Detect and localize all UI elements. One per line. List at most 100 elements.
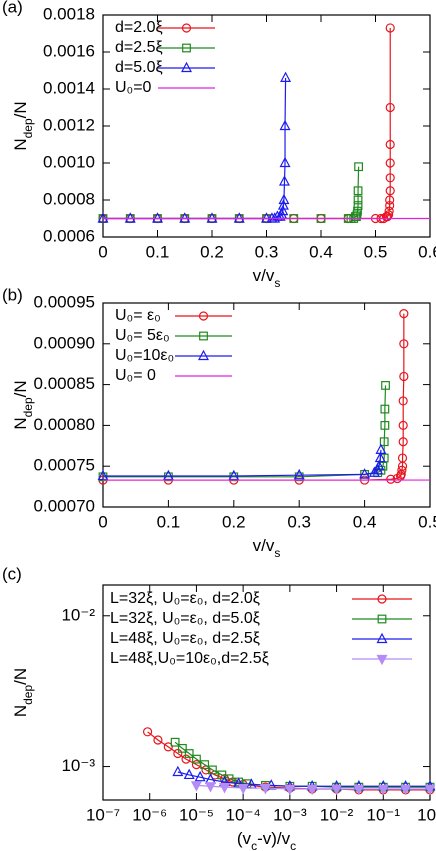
x-axis-label: v/vs (253, 536, 281, 560)
marker (219, 783, 231, 794)
x-tick-label: 0.5 (364, 242, 388, 261)
x-tick-label: 10⁻⁵ (179, 805, 214, 824)
x-axis-label-part: v/v (253, 536, 275, 555)
x-tick-label: 0.3 (287, 512, 311, 531)
marker (206, 212, 218, 223)
x-tick-label: 0.6 (418, 242, 436, 261)
marker (385, 200, 395, 211)
marker (279, 119, 291, 131)
marker (379, 437, 389, 447)
x-tick-label: 10⁻⁷ (86, 805, 120, 824)
y-tick-label: 0.0008 (43, 189, 95, 208)
marker (384, 206, 394, 216)
y-axis-label-part: dep (21, 397, 35, 417)
marker (353, 186, 363, 196)
marker (377, 784, 389, 796)
marker (233, 212, 245, 223)
x-axis-label-part: -v)/v (257, 829, 291, 848)
marker (163, 742, 173, 752)
marker (190, 781, 202, 792)
plot-frame (102, 584, 431, 801)
x-tick-label: 0.3 (255, 242, 279, 261)
legend-marker (181, 61, 192, 73)
legend-label: U₀=10ε₀ (115, 347, 174, 364)
x-tick-label: 0.1 (157, 512, 181, 531)
x-tick-label: 0.5 (418, 512, 436, 531)
marker (170, 737, 180, 747)
marker (368, 466, 380, 477)
y-tick-label: 0.00090 (34, 333, 95, 352)
marker (172, 765, 184, 777)
y-tick-label: 0.0016 (43, 41, 95, 60)
series-line (103, 77, 287, 220)
marker (200, 760, 210, 770)
y-axis-label-part: /N (11, 668, 30, 685)
marker (237, 783, 249, 795)
y-tick-label: 0.00095 (34, 292, 95, 311)
x-axis-label: v/vs (253, 266, 281, 290)
y-axis-label-part: N (11, 417, 30, 429)
y-tick-label: 0.0012 (43, 115, 95, 134)
y-axis-label-part: /N (11, 380, 30, 397)
panel-label: (a) (2, 0, 23, 16)
marker (278, 193, 290, 205)
y-axis-label-part: dep (21, 685, 35, 705)
x-tick-label: 0.2 (200, 242, 224, 261)
marker (162, 469, 174, 481)
marker (181, 754, 191, 764)
marker (183, 768, 195, 780)
y-tick-label: 0.00075 (34, 456, 95, 475)
legend-marker (198, 349, 209, 361)
legend-marker (181, 23, 192, 33)
legend-label: U₀= 0 (115, 367, 156, 384)
marker (381, 381, 390, 390)
x-tick-label: 0.2 (222, 512, 246, 531)
marker (397, 453, 408, 463)
legend-marker (377, 614, 387, 624)
legend-label: d=2.0ξ (115, 19, 163, 36)
x-axis-label-part: s (274, 276, 280, 290)
x-axis-label: (vc-v)/vc (237, 829, 296, 851)
marker (385, 195, 395, 205)
panel-label: (b) (2, 285, 23, 304)
marker (373, 459, 385, 471)
x-axis-label-part: c (251, 839, 257, 851)
legend-label: L=48ξ, U₀=ε₀, d=2.5ξ (110, 630, 260, 647)
marker (194, 770, 206, 782)
marker (204, 782, 216, 793)
marker (399, 339, 409, 349)
marker (386, 474, 396, 484)
marker (97, 212, 109, 223)
y-axis-label: Ndep/N (11, 101, 35, 150)
marker (353, 784, 365, 796)
x-tick-label: 10⁻⁴ (226, 805, 261, 824)
y-axis-label-part: /N (11, 101, 30, 118)
marker (385, 158, 395, 168)
marker (192, 754, 201, 764)
marker (398, 437, 408, 447)
series-line (103, 27, 391, 220)
legend-label: U₀=0 (115, 79, 152, 96)
x-axis-label-part: s (274, 546, 280, 560)
x-tick-label: 0 (98, 242, 107, 261)
marker (228, 469, 240, 481)
marker (354, 162, 364, 172)
x-tick-label: 10⁻² (320, 805, 354, 824)
x-tick-label: 0.4 (309, 242, 333, 261)
marker (259, 783, 271, 795)
y-tick-label: 10⁻² (61, 605, 95, 624)
marker (382, 212, 393, 222)
marker (152, 212, 163, 223)
x-axis-label-part: v/v (253, 266, 275, 285)
y-axis-label-part: N (11, 138, 30, 150)
y-tick-label: 0.0006 (43, 226, 95, 245)
marker (177, 743, 187, 753)
series-line (103, 385, 387, 478)
legend-marker (376, 654, 388, 666)
y-tick-label: 0.0018 (43, 4, 95, 23)
marker (261, 212, 272, 223)
marker (233, 777, 245, 788)
legend-marker (199, 331, 208, 341)
series-line (103, 166, 360, 220)
